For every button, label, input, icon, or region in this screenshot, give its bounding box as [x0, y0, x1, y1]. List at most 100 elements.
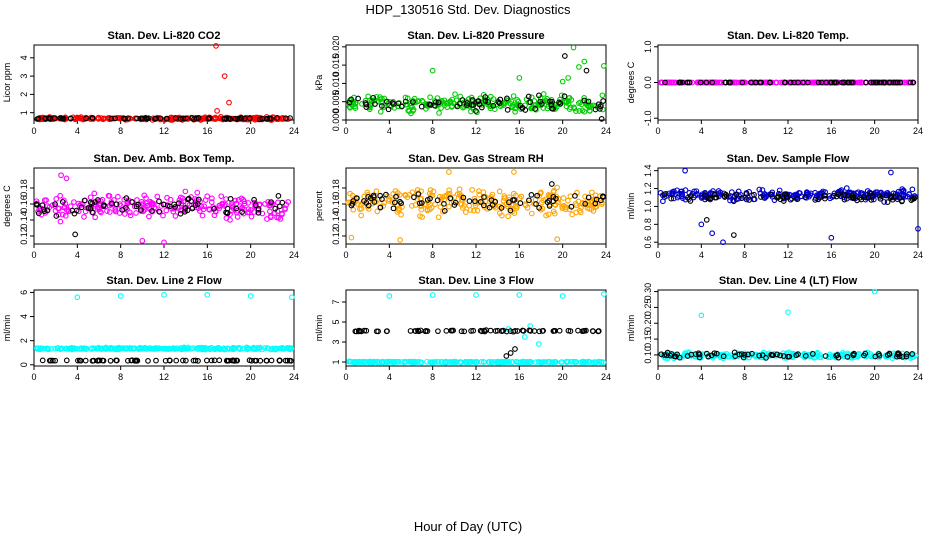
panel-8: Stan. Dev. Line 3 Flow ml/min 0 4 8 12 16 20 24 1…: [314, 275, 611, 382]
x-tick-label: 0: [655, 372, 660, 382]
data-point: [760, 79, 767, 86]
outlier-point: [348, 234, 355, 241]
panel-title: Stan. Dev. Li-820 Temp.: [727, 30, 849, 42]
data-point: [696, 354, 703, 361]
data-point: [393, 358, 400, 365]
data-point: [767, 79, 773, 86]
data-point: [358, 202, 364, 208]
data-point: [851, 350, 857, 357]
data-point: [412, 359, 419, 366]
data-point: [903, 351, 910, 357]
data-point: [461, 328, 468, 335]
x-tick-label: 12: [471, 372, 481, 382]
data-point: [200, 206, 207, 213]
data-point: [435, 358, 442, 365]
data-point: [33, 198, 40, 205]
data-point: [43, 197, 49, 203]
data-point: [877, 195, 884, 202]
data-point: [756, 186, 763, 193]
data-point: [246, 115, 253, 122]
data-point: [166, 357, 173, 364]
data-point: [556, 327, 563, 334]
data-point: [508, 98, 515, 105]
data-point: [481, 202, 487, 209]
data-point: [749, 350, 755, 357]
outlier-point: [429, 292, 436, 298]
panel-title: Stan. Dev. Line 4 (LT) Flow: [719, 275, 858, 287]
data-point: [705, 195, 712, 202]
data-point: [124, 345, 130, 351]
data-point: [802, 194, 808, 200]
data-point: [75, 357, 81, 364]
data-point: [467, 207, 474, 213]
data-point: [746, 354, 753, 361]
data-point: [475, 98, 482, 104]
data-point: [223, 196, 229, 202]
data-point: [533, 201, 539, 207]
data-point: [419, 97, 425, 104]
data-point: [805, 79, 811, 86]
x-tick-label: 4: [387, 372, 392, 382]
data-point: [447, 99, 453, 106]
outlier-point: [221, 73, 228, 79]
outlier-point: [214, 108, 220, 114]
data-point: [365, 193, 371, 200]
data-point: [783, 192, 790, 199]
data-point: [815, 79, 822, 86]
data-point: [802, 353, 809, 359]
data-point: [539, 328, 546, 334]
data-point: [528, 94, 535, 101]
data-point: [246, 209, 252, 216]
data-point: [593, 359, 599, 366]
data-point: [564, 359, 571, 365]
data-point: [385, 358, 391, 365]
outlier-point: [565, 75, 571, 81]
x-tick-label: 4: [75, 372, 80, 382]
data-point: [909, 351, 916, 357]
data-point: [264, 216, 270, 222]
data-point: [507, 100, 514, 107]
data-point: [148, 208, 155, 214]
data-point: [160, 212, 166, 219]
data-point: [496, 188, 503, 195]
data-point: [394, 192, 400, 199]
data-point: [492, 204, 499, 211]
data-point: [371, 194, 377, 200]
data-point: [282, 357, 289, 364]
data-point: [670, 190, 676, 197]
data-point: [553, 195, 559, 202]
data-point: [752, 353, 759, 360]
panel-title: Stan. Dev. Gas Stream RH: [408, 153, 544, 165]
data-point: [470, 327, 477, 334]
y-tick-label: 3: [331, 339, 341, 344]
data-point: [282, 115, 289, 122]
data-point: [527, 359, 534, 365]
data-point: [565, 197, 571, 204]
data-point: [462, 209, 469, 215]
data-point: [529, 105, 535, 112]
data-point: [720, 353, 727, 360]
y-axis-label: degrees C: [626, 61, 636, 103]
data-point: [851, 195, 857, 201]
data-point: [511, 197, 518, 203]
data-point: [378, 359, 385, 365]
plot-box: [33, 44, 295, 121]
data-point: [367, 358, 373, 365]
outlier-point: [386, 293, 393, 299]
data-point: [711, 350, 718, 357]
data-point: [39, 357, 46, 364]
data-point: [139, 115, 146, 122]
data-point: [447, 359, 453, 365]
data-point: [562, 206, 569, 213]
data-point: [427, 195, 433, 202]
data-point: [57, 218, 64, 225]
data-point: [810, 79, 817, 86]
data-point: [735, 195, 742, 202]
series-primary: [657, 167, 921, 246]
data-point: [177, 194, 184, 201]
data-point: [518, 359, 524, 365]
data-point: [367, 104, 373, 111]
data-point: [418, 200, 425, 206]
data-point: [275, 193, 282, 199]
